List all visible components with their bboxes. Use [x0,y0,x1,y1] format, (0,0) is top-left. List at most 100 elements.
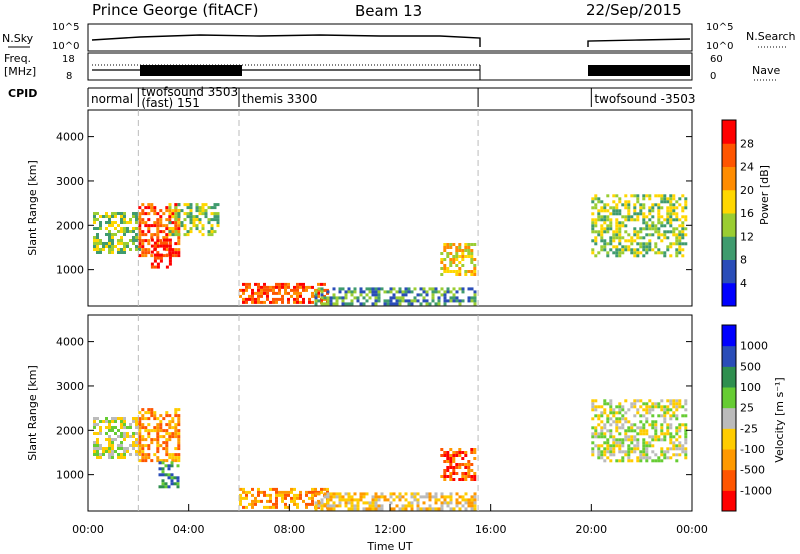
echo-cell [168,227,172,231]
echo-cell [126,447,129,450]
colorbar-tick-label: 25 [740,402,754,415]
echo-cell [600,230,604,234]
echo-cell [473,457,477,460]
echo-cell [275,285,278,289]
echo-cell [96,251,99,254]
echo-cell [377,299,381,303]
echo-cell [621,408,625,412]
echo-cell [449,296,453,300]
echo-cell [413,495,417,499]
echo-cell [362,495,366,499]
echo-cell [600,248,604,252]
echo-cell [165,441,169,445]
echo-cell [371,507,375,511]
echo-cell [248,285,251,289]
echo-cell [618,447,622,451]
echo-cell [320,490,323,494]
echo-cell [663,233,667,237]
echo-cell [615,209,619,213]
echo-cell [359,495,363,499]
echo-cell [108,423,111,426]
date-title: 22/Sep/2015 [586,1,682,19]
echo-cell [293,499,296,503]
echo-cell [165,265,169,269]
echo-cell [201,209,205,213]
echo-cell [663,218,667,222]
echo-cell [612,414,616,418]
echo-cell [323,288,326,292]
echo-cell [275,297,278,301]
echo-cell [657,414,661,418]
echo-cell [114,215,117,218]
echo-cell [353,498,357,502]
echo-cell [401,299,405,303]
power-y-axis-label: Slant Range [km] [26,160,39,256]
echo-cell [609,402,613,406]
echo-cell [174,212,178,216]
echo-cell [654,194,658,198]
echo-cell [374,492,378,496]
echo-cell [473,296,477,300]
echo-cell [612,200,616,204]
echo-cell [293,300,296,304]
echo-cell [437,299,441,303]
echo-cell [111,429,114,432]
cpid-mode-label: themis 3300 [242,92,317,106]
echo-cell [213,215,217,219]
echo-cell [99,432,102,435]
echo-cell [108,221,111,224]
y-tick-label: 2000 [56,219,84,232]
echo-cell [455,246,459,249]
echo-cell [201,203,205,207]
echo-cell [663,251,667,255]
echo-cell [660,206,664,210]
echo-cell [356,296,360,300]
echo-cell [630,194,634,198]
echo-cell [159,423,163,427]
echo-cell [165,444,169,448]
cpid-mode-label: twofsound -3503 [594,92,695,106]
echo-cell [150,459,154,463]
echo-cell [678,441,682,445]
echo-cell [144,417,148,421]
echo-cell [201,233,205,237]
echo-cell [464,270,468,273]
echo-cell [296,294,299,298]
echo-cell [633,251,637,255]
echo-cell [473,273,477,276]
echo-cell [96,242,99,245]
echo-cell [239,288,242,292]
echo-cell [473,302,477,306]
echo-cell [174,242,178,246]
y-tick-label: 4000 [56,131,84,144]
velocity-frame [87,314,693,512]
echo-cell [177,227,181,231]
echo-cell [458,299,462,303]
echo-cell [242,291,245,295]
echo-cell [183,233,187,237]
echo-cell [663,414,667,418]
echo-cell [350,293,354,297]
echo-cell [195,203,199,207]
echo-cell [666,411,670,415]
echo-cell [666,426,670,430]
echo-cell [144,426,148,430]
echo-cell [452,466,456,469]
echo-cell [168,414,172,418]
echo-cell [150,250,154,254]
nsearch-label: N.Search [746,30,796,43]
echo-cell [162,459,166,463]
echo-cell [141,444,145,448]
echo-cell [473,478,477,481]
echo-cell [165,244,169,248]
echo-cell [603,423,607,427]
echo-cell [135,212,138,215]
echo-cell [612,212,616,216]
nsky-tick-bottom: 10^0 [52,41,79,52]
echo-cell [204,203,208,207]
echo-cell [177,218,181,222]
echo-cell [165,414,169,418]
echo-cell [156,432,160,436]
echo-cell [440,454,444,457]
echo-cell [615,441,619,445]
